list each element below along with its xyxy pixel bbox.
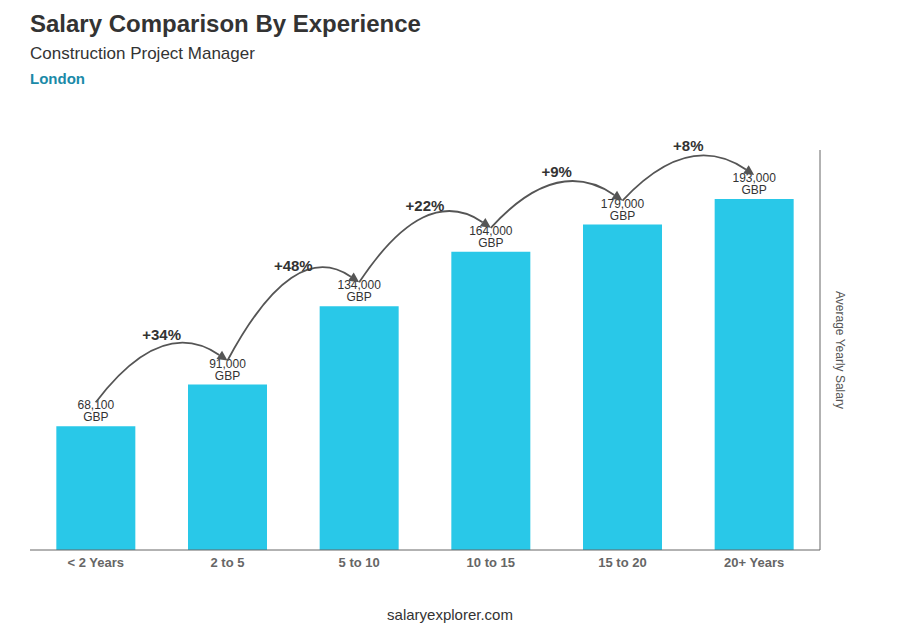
- html-text:134,000: 134,000: [337, 278, 381, 293]
- svg-text:+48%: +48%: [274, 257, 313, 274]
- svg-text:20+ Years: 20+ Years: [724, 555, 784, 570]
- html-text:GBP: GBP: [478, 235, 504, 250]
- svg-text:2 to 5: 2 to 5: [211, 555, 245, 570]
- html-text:Salary Comparison By Experienc: Salary Comparison By Experience: [30, 10, 421, 37]
- html-text:London: London: [30, 70, 85, 87]
- svg-text:< 2 Years: < 2 Years: [68, 555, 125, 570]
- html-text:91,000: 91,000: [209, 356, 246, 371]
- html-text:Construction Project Manager: Construction Project Manager: [30, 44, 255, 63]
- html-text:68,100: 68,100: [77, 398, 115, 413]
- html-text:179,000: 179,000: [600, 196, 645, 211]
- html-text:GBP: GBP: [346, 290, 372, 305]
- svg-text:5 to 10: 5 to 10: [339, 555, 380, 570]
- svg-text:+8%: +8%: [673, 137, 703, 154]
- html-text:GBP: GBP: [609, 208, 636, 223]
- html-text:GBP: GBP: [83, 410, 109, 425]
- html-text:164,000: 164,000: [469, 223, 513, 238]
- svg-text:Average Yearly Salary: Average Yearly Salary: [833, 291, 847, 409]
- html-text:salaryexplorer.com: salaryexplorer.com: [387, 606, 513, 623]
- svg-text:15 to 20: 15 to 20: [598, 555, 646, 570]
- svg-text:10 to 15: 10 to 15: [467, 555, 515, 570]
- svg-text:+9%: +9%: [541, 163, 571, 180]
- svg-text:+22%: +22%: [406, 197, 445, 214]
- svg-text:+34%: +34%: [142, 326, 181, 343]
- html-text:GBP: GBP: [214, 368, 241, 383]
- svg-text:193,000GBP: 193,000GBP: [732, 171, 776, 197]
